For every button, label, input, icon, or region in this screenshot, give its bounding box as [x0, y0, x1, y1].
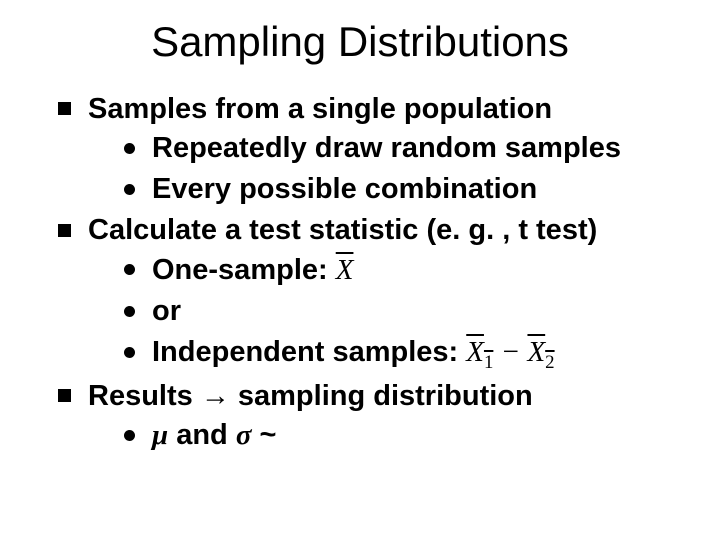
bullet-1-sublist: Repeatedly draw random samples Every pos…	[88, 129, 680, 209]
xbar-symbol: X	[336, 254, 354, 286]
bullet-2-sublist: One-sample: X or Independent samples: X1…	[88, 251, 680, 376]
bullet-3-sublist: μ and σ ~	[88, 416, 680, 455]
slide: Sampling Distributions Samples from a si…	[0, 0, 720, 540]
tilde-text: ~	[251, 419, 276, 451]
bullet-list: Samples from a single population Repeate…	[40, 90, 680, 455]
bullet-1: Samples from a single population Repeate…	[58, 90, 680, 209]
sigma-symbol: σ	[236, 419, 252, 451]
bullet-2: Calculate a test statistic (e. g. , t te…	[58, 211, 680, 375]
bullet-2-sub-1-label: One-sample:	[152, 254, 336, 286]
and-text: and	[168, 419, 236, 451]
mu-symbol: μ	[152, 419, 168, 451]
bullet-2-sub-3: Independent samples: X1 − X2	[124, 333, 680, 375]
x1bar-minus-x2bar: X1 − X2	[466, 336, 554, 368]
bullet-3: Results → sampling distribution μ and σ …	[58, 377, 680, 455]
bullet-1-sub-1: Repeatedly draw random samples	[124, 129, 680, 168]
bullet-1-text: Samples from a single population	[88, 93, 552, 125]
bullet-2-text: Calculate a test statistic (e. g. , t te…	[88, 214, 597, 246]
bullet-2-sub-3-label: Independent samples:	[152, 336, 466, 368]
slide-title: Sampling Distributions	[40, 18, 680, 66]
bullet-1-sub-2: Every possible combination	[124, 170, 680, 209]
bullet-2-sub-2: or	[124, 292, 680, 331]
arrow-icon: →	[201, 380, 230, 412]
bullet-3-text-b: sampling distribution	[230, 380, 533, 412]
bullet-2-sub-1: One-sample: X	[124, 251, 680, 290]
bullet-3-sub-1: μ and σ ~	[124, 416, 680, 455]
bullet-3-text-a: Results	[88, 380, 201, 412]
